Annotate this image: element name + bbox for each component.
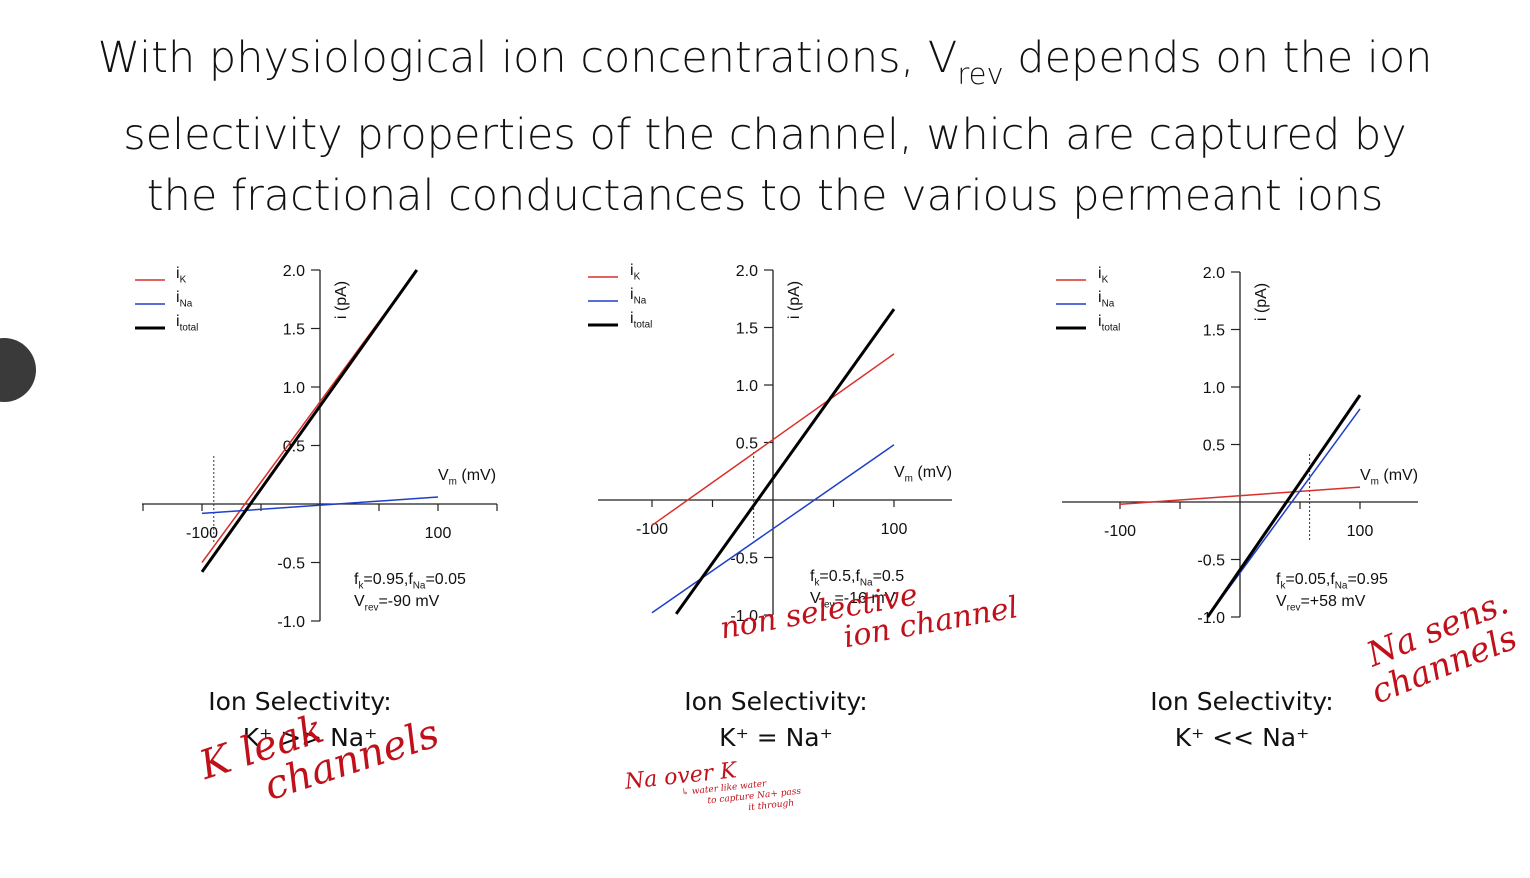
- selectivity-relation: K⁺ >> Na⁺: [242, 723, 378, 752]
- y-tick-label: -0.5: [730, 551, 758, 568]
- x-tick-label: -100: [636, 521, 668, 538]
- slide-title: With physiological ion concentrations, V…: [0, 28, 1530, 227]
- series-iK: [651, 353, 895, 526]
- legend-label: itotal: [176, 313, 198, 333]
- x-axis-label: Vm (mV): [1360, 467, 1418, 487]
- series-itotal: [200, 269, 419, 573]
- series-iNa: [201, 496, 439, 515]
- y-tick-label: -0.5: [277, 556, 305, 573]
- legend-label: iNa: [176, 289, 193, 309]
- y-tick-label: 0.5: [736, 436, 758, 453]
- legend-label: iK: [176, 265, 187, 285]
- legend-label: itotal: [1098, 313, 1120, 333]
- x-tick-label: 100: [1347, 523, 1374, 540]
- selectivity-relation: K⁺ << Na⁺: [1174, 723, 1310, 752]
- series-itotal: [674, 308, 896, 615]
- title-line-1: With physiological ion concentrations, V…: [97, 33, 1433, 91]
- selectivity-block-na: Ion Selectivity: K⁺ << Na⁺: [1082, 684, 1402, 756]
- y-tick-label: 1.5: [283, 322, 305, 339]
- fractional-conductance-label: fk=0.5,fNa=0.5: [810, 568, 904, 588]
- iv-chart-3: 2.0 1.5 1.0 0.5 -0.5 -1.0 -100 100 iK iNa itotal i …: [1056, 265, 1418, 627]
- vrev-label: Vrev=+58 mV: [1276, 593, 1366, 613]
- x-tick-label: 100: [881, 521, 908, 538]
- y-tick-label: -0.5: [1197, 553, 1225, 570]
- vrev-label: Vrev=-90 mV: [354, 593, 440, 613]
- legend-label: iNa: [1098, 289, 1115, 309]
- series-itotal: [1206, 394, 1362, 618]
- x-tick-label: -100: [1104, 523, 1136, 540]
- x-tick-label: -100: [186, 525, 218, 542]
- series-iNa: [651, 444, 895, 614]
- y-tick-label: 1.0: [736, 378, 758, 395]
- y-axis-label: i (pA): [333, 281, 350, 319]
- title-line-2: selectivity properties of the channel, w…: [123, 110, 1407, 160]
- fractional-conductance-label: fk=0.95,fNa=0.05: [354, 571, 466, 591]
- y-axis-label: i (pA): [786, 281, 803, 319]
- iv-chart-2: 2.0 1.5 1.0 0.5 -0.5 -1.0 -100 100 iK iNa itotal i …: [588, 262, 952, 625]
- selectivity-block-equal: Ion Selectivity: K⁺ = Na⁺: [616, 684, 936, 756]
- y-tick-label: 2.0: [1203, 265, 1225, 282]
- title-line-3: the fractional conductances to the vario…: [146, 171, 1384, 221]
- selectivity-heading: Ion Selectivity:: [1150, 687, 1334, 716]
- y-tick-label: 1.5: [1203, 323, 1225, 340]
- y-tick-label: 1.0: [283, 380, 305, 397]
- x-tick-label: 100: [425, 525, 452, 542]
- iv-chart-1: 2.01.51.00.5-0.5-1.0-100 100iKiNaitotali …: [135, 263, 498, 631]
- vrev-label: Vrev=-16 mV: [810, 590, 896, 610]
- selectivity-relation: K⁺ = Na⁺: [719, 723, 833, 752]
- legend-label: iK: [630, 262, 641, 282]
- y-tick-label: 1.5: [736, 321, 758, 338]
- selectivity-heading: Ion Selectivity:: [684, 687, 868, 716]
- x-axis-label: Vm (mV): [438, 467, 496, 487]
- y-tick-label: -1.0: [277, 614, 305, 631]
- selectivity-block-k: Ion Selectivity: K⁺ >> Na⁺: [140, 684, 460, 756]
- y-tick-label: 2.0: [736, 263, 758, 280]
- y-tick-label: 1.0: [1203, 380, 1225, 397]
- series-iK: [1119, 486, 1361, 506]
- x-axis-label: Vm (mV): [894, 464, 952, 484]
- y-tick-label: 2.0: [283, 263, 305, 280]
- legend-label: itotal: [630, 310, 652, 330]
- y-tick-label: -1.0: [730, 608, 758, 625]
- fractional-conductance-label: fk=0.05,fNa=0.95: [1276, 571, 1388, 591]
- y-tick-label: 0.5: [1203, 438, 1225, 455]
- legend-label: iK: [1098, 265, 1109, 285]
- y-tick-label: -1.0: [1197, 610, 1225, 627]
- legend-label: iNa: [630, 286, 647, 306]
- selectivity-heading: Ion Selectivity:: [208, 687, 392, 716]
- y-axis-label: i (pA): [1253, 283, 1270, 321]
